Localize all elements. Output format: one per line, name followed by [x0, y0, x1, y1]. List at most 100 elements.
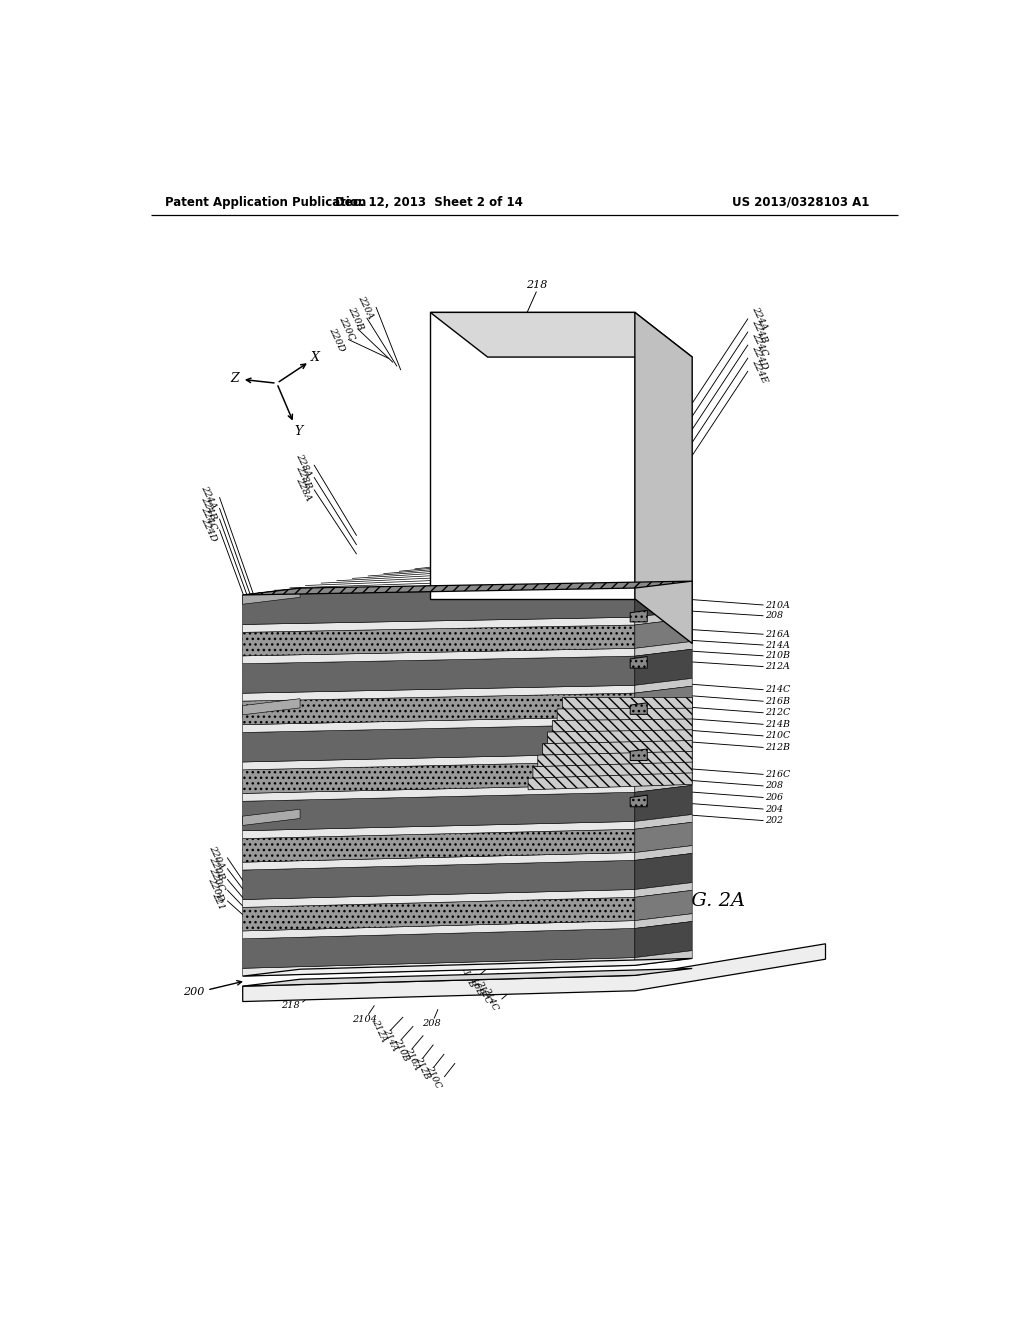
Polygon shape — [243, 821, 635, 838]
Text: Y: Y — [294, 425, 303, 438]
Polygon shape — [635, 950, 692, 965]
Text: 210C: 210C — [765, 731, 791, 741]
Polygon shape — [552, 719, 692, 733]
Text: 228A: 228A — [294, 451, 312, 478]
Polygon shape — [630, 748, 647, 760]
Text: 220D: 220D — [207, 876, 225, 903]
Polygon shape — [243, 784, 635, 801]
Polygon shape — [538, 751, 692, 767]
Text: 224B: 224B — [200, 495, 218, 521]
Polygon shape — [635, 854, 692, 890]
Text: 220B: 220B — [207, 855, 225, 882]
Text: 214B: 214B — [765, 719, 791, 729]
Polygon shape — [243, 698, 300, 715]
Text: 224A: 224A — [751, 305, 769, 331]
Text: 214A: 214A — [765, 640, 790, 649]
Text: 224C: 224C — [751, 331, 769, 358]
Polygon shape — [635, 754, 692, 784]
Text: Dec. 12, 2013  Sheet 2 of 14: Dec. 12, 2013 Sheet 2 of 14 — [335, 195, 522, 209]
Text: 224A: 224A — [200, 484, 218, 511]
Text: Patent Application Publication: Patent Application Publication — [165, 195, 367, 209]
Text: 208: 208 — [765, 611, 783, 620]
Text: FIG. 2A: FIG. 2A — [671, 892, 745, 911]
Text: 210C: 210C — [424, 1064, 442, 1090]
Polygon shape — [635, 581, 692, 618]
Polygon shape — [243, 829, 635, 862]
Text: 220D: 220D — [328, 326, 346, 352]
Polygon shape — [548, 730, 692, 743]
Text: 220C: 220C — [207, 866, 225, 892]
Polygon shape — [635, 618, 692, 648]
Polygon shape — [635, 891, 692, 920]
Text: 212A: 212A — [371, 1018, 388, 1044]
Polygon shape — [243, 958, 692, 977]
Polygon shape — [528, 774, 692, 789]
Text: 214B: 214B — [459, 964, 477, 989]
Polygon shape — [243, 928, 635, 969]
Text: 206: 206 — [765, 793, 783, 803]
Text: 228B: 228B — [294, 463, 312, 491]
Polygon shape — [243, 792, 635, 830]
Polygon shape — [243, 969, 692, 986]
Polygon shape — [630, 702, 647, 714]
Text: 216A: 216A — [402, 1045, 421, 1072]
Text: 228A: 228A — [294, 477, 312, 503]
Polygon shape — [243, 762, 635, 793]
Text: X: X — [311, 351, 319, 364]
Polygon shape — [243, 853, 635, 870]
Text: 202: 202 — [765, 816, 783, 825]
Text: 204: 204 — [765, 805, 783, 813]
Polygon shape — [243, 725, 635, 762]
Polygon shape — [430, 313, 692, 358]
Polygon shape — [430, 313, 635, 599]
Polygon shape — [243, 861, 635, 899]
Text: 216B: 216B — [466, 972, 484, 997]
Text: 216B: 216B — [765, 697, 791, 706]
Polygon shape — [243, 957, 635, 977]
Polygon shape — [243, 890, 635, 907]
Text: Z: Z — [230, 372, 240, 385]
Polygon shape — [635, 785, 692, 821]
Polygon shape — [635, 717, 692, 754]
Polygon shape — [243, 648, 635, 664]
Polygon shape — [635, 610, 692, 624]
Text: 220C: 220C — [337, 315, 356, 342]
Polygon shape — [635, 777, 692, 792]
Polygon shape — [243, 693, 635, 725]
Text: 220B: 220B — [346, 305, 366, 331]
Polygon shape — [243, 581, 692, 595]
Text: 212C: 212C — [474, 978, 493, 1005]
Text: 214A: 214A — [381, 1027, 399, 1053]
Text: 212B: 212B — [414, 1055, 432, 1081]
Text: 218: 218 — [282, 1001, 300, 1010]
Text: 220A: 220A — [355, 294, 375, 321]
Polygon shape — [630, 795, 647, 807]
Text: 212B: 212B — [765, 743, 791, 752]
Text: 200: 200 — [183, 986, 205, 997]
Polygon shape — [635, 686, 692, 717]
Text: 208: 208 — [423, 1019, 441, 1027]
Polygon shape — [243, 809, 300, 825]
Text: 212A: 212A — [765, 663, 790, 671]
Polygon shape — [635, 313, 692, 644]
Polygon shape — [243, 685, 635, 701]
Polygon shape — [630, 610, 647, 622]
Polygon shape — [630, 656, 647, 668]
Text: 224B: 224B — [751, 318, 769, 345]
Text: 224D: 224D — [199, 516, 218, 543]
Polygon shape — [243, 624, 635, 656]
Polygon shape — [243, 920, 635, 939]
Polygon shape — [243, 618, 635, 632]
Text: 224E: 224E — [751, 358, 769, 384]
Text: 2104: 2104 — [352, 1015, 377, 1024]
Text: US 2013/0328103 A1: US 2013/0328103 A1 — [732, 195, 869, 209]
Polygon shape — [635, 913, 692, 928]
Text: 214C: 214C — [481, 986, 500, 1012]
Polygon shape — [532, 762, 692, 779]
Polygon shape — [557, 708, 692, 721]
Text: 220A: 220A — [207, 845, 225, 871]
Polygon shape — [635, 678, 692, 693]
Polygon shape — [635, 822, 692, 853]
Text: 210A: 210A — [765, 601, 790, 610]
Text: 218: 218 — [525, 280, 547, 290]
